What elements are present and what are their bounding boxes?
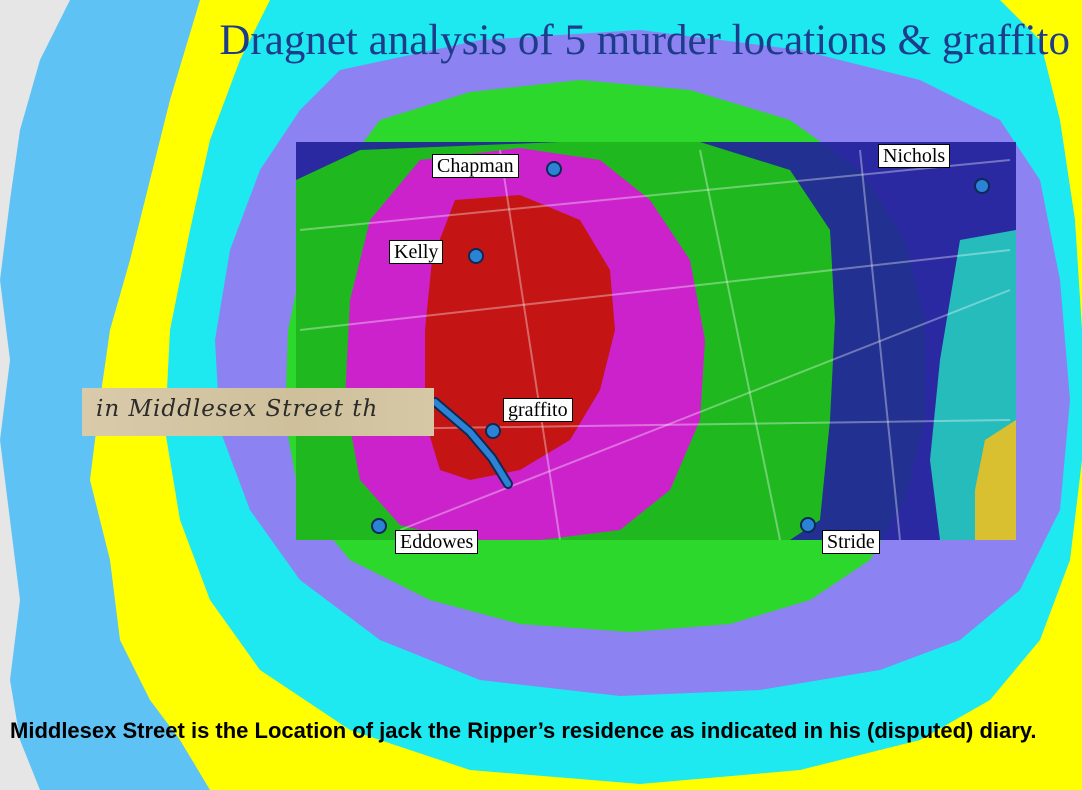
pin-graffito [485,423,501,439]
label-kelly: Kelly [389,240,444,264]
slide-caption: Middlesex Street is the Location of jack… [10,718,1037,743]
street-line [699,149,781,541]
pin-nichols [974,178,990,194]
pin-kelly [468,248,484,264]
label-eddowes: Eddowes [395,530,479,554]
street-line [299,159,1011,231]
street-line [859,149,901,541]
middlesex-street-fill [432,399,511,487]
pin-eddowes [371,518,387,534]
label-graffito: graffito [503,398,573,422]
label-chapman: Chapman [432,154,519,178]
pin-chapman [546,161,562,177]
slide-title: Dragnet analysis of 5 murder locations &… [219,17,1070,64]
pin-stride [800,517,816,533]
zone-gold-map [975,420,1016,540]
street-line [399,289,1011,531]
street-line [299,249,1011,331]
diary-excerpt-text: in Middlesex Street th [96,396,379,422]
label-nichols: Nichols [878,144,951,168]
street-line [499,149,561,541]
diary-excerpt-image: in Middlesex Street th [82,388,434,436]
label-stride: Stride [822,530,880,554]
